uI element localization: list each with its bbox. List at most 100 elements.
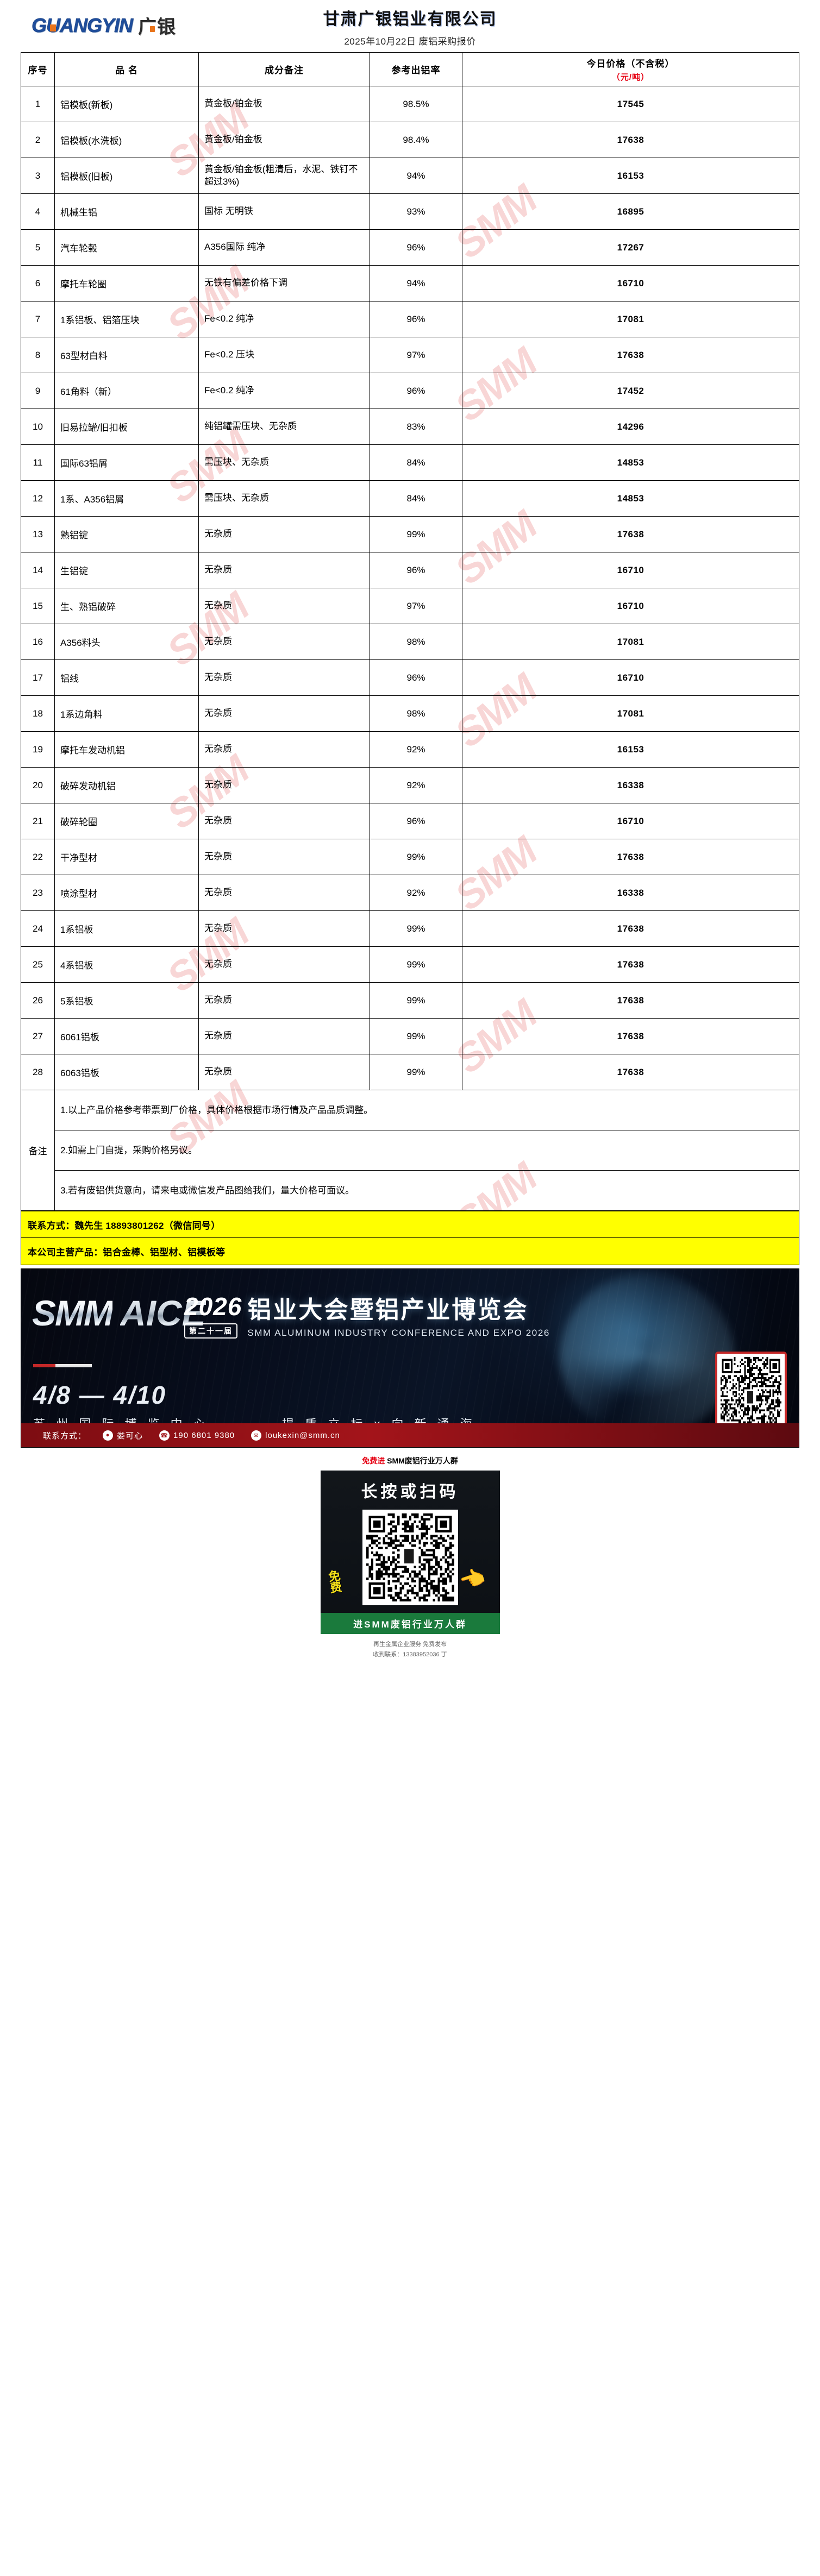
cell-note: 无杂质	[198, 1054, 370, 1090]
promo-card[interactable]: 长按或扫码 免 费 👈 进SMM废铝行业万人群	[320, 1471, 500, 1634]
cell-price: 17638	[462, 910, 799, 947]
cell-price: 16338	[462, 875, 799, 911]
cell-price: 17081	[462, 695, 799, 732]
table-row: 2 铝模板(水洗板) 黄金板/铂金板 98.4% 17638	[21, 122, 799, 158]
cell-name: 1系铝板	[54, 910, 199, 947]
remark-label: 备注	[21, 1090, 55, 1211]
person-icon: ●	[103, 1430, 114, 1441]
cell-name: 6061铝板	[54, 1018, 199, 1054]
cell-no: 20	[21, 767, 55, 803]
cell-name: 61角料（新）	[54, 373, 199, 409]
banner-en-title: SMM ALUMINUM INDUSTRY CONFERENCE AND EXP…	[247, 1328, 550, 1338]
banner-contact-bar: 联系方式： ● 娄可心 ☎ 190 6801 9380 ✉ loukexin@s…	[21, 1423, 799, 1447]
remark-row: 3.若有废铝供货意向，请来电或微信发产品图给我们，量大价格可面议。	[21, 1170, 799, 1211]
cell-note: A356国际 纯净	[198, 229, 370, 266]
promo-qr-code[interactable]	[362, 1510, 458, 1605]
banner-cn-title: 铝业大会暨铝产业博览会	[247, 1297, 529, 1323]
cell-name: 4系铝板	[54, 946, 199, 983]
cell-no: 9	[21, 373, 55, 409]
cell-price: 17638	[462, 122, 799, 158]
promo-title: 免费进 SMM废铝行业万人群	[0, 1455, 820, 1466]
price-table-remarks: 备注 1.以上产品价格参考带票到厂价格，具体价格根据市场行情及产品品质调整。 2.如…	[21, 1090, 799, 1211]
cell-note: 黄金板/铂金板(粗清后，水泥、铁钉不超过3%)	[198, 158, 370, 194]
remark-text: 1.以上产品价格参考带票到厂价格，具体价格根据市场行情及产品品质调整。	[54, 1090, 799, 1130]
table-row: 3 铝模板(旧板) 黄金板/铂金板(粗清后，水泥、铁钉不超过3%) 94% 16153	[21, 158, 799, 194]
cell-no: 14	[21, 552, 55, 588]
remark-text: 3.若有废铝供货意向，请来电或微信发产品图给我们，量大价格可面议。	[54, 1170, 799, 1211]
cell-rate: 96%	[370, 301, 462, 337]
company-title: 甘肃广银铝业有限公司	[323, 10, 497, 28]
cell-rate: 99%	[370, 1018, 462, 1054]
cell-no: 24	[21, 910, 55, 947]
cell-no: 2	[21, 122, 55, 158]
table-row: 13 熟铝锭 无杂质 99% 17638	[21, 516, 799, 552]
cell-no: 6	[21, 265, 55, 301]
cell-rate: 94%	[370, 158, 462, 194]
cell-name: 1系、A356铝屑	[54, 480, 199, 517]
mail-icon: ✉	[251, 1430, 262, 1441]
table-row: 26 5系铝板 无杂质 99% 17638	[21, 982, 799, 1019]
promo-footer-label: 进SMM废铝行业万人群	[320, 1613, 500, 1634]
quote-date: 2025年10月22日 废铝采购报价	[344, 36, 476, 47]
cell-note: Fe<0.2 纯净	[198, 301, 370, 337]
cell-name: 生铝锭	[54, 552, 199, 588]
cell-note: 无杂质	[198, 516, 370, 552]
cell-note: 黄金板/铂金板	[198, 122, 370, 158]
contact-bar-products: 本公司主营产品：铝合金棒、铝型材、铝模板等	[21, 1238, 799, 1265]
remark-row: 备注 1.以上产品价格参考带票到厂价格，具体价格根据市场行情及产品品质调整。	[21, 1090, 799, 1211]
cell-rate: 98.4%	[370, 122, 462, 158]
cell-note: 无杂质	[198, 946, 370, 983]
cell-price: 17638	[462, 946, 799, 983]
cell-name: 生、熟铝破碎	[54, 588, 199, 624]
cell-price: 16710	[462, 659, 799, 696]
banner-year-row: 2026 第二十一届 铝业大会暨铝产业博览会 SMM ALUMINUM INDU…	[184, 1294, 550, 1339]
banner-contact-phone-chip[interactable]: ☎ 190 6801 9380	[159, 1430, 235, 1441]
banner-aice-text: AICE	[120, 1293, 206, 1333]
pointing-hand-icon: 👈	[456, 1565, 489, 1595]
cell-note: 无杂质	[198, 982, 370, 1019]
price-table-head: 序号 品 名 成分备注 参考出铝率 今日价格（不含税） （元/吨）	[21, 52, 799, 86]
cell-no: 1	[21, 86, 55, 122]
col-header-name: 品 名	[54, 52, 199, 86]
cell-rate: 99%	[370, 910, 462, 947]
promo-title-red: 免费进	[362, 1456, 385, 1465]
table-row: 25 4系铝板 无杂质 99% 17638	[21, 946, 799, 983]
logo-latin-text: GUANGYIN	[32, 14, 134, 36]
cell-name: 1系边角料	[54, 695, 199, 732]
cell-rate: 92%	[370, 731, 462, 768]
cell-no: 5	[21, 229, 55, 266]
cell-price: 16153	[462, 731, 799, 768]
cell-name: 破碎发动机铝	[54, 767, 199, 803]
cell-price: 16153	[462, 158, 799, 194]
cell-note: 无杂质	[198, 731, 370, 768]
smm-aice-banner[interactable]: SMM AICE 2026 第二十一届 铝业大会暨铝产业博览会 SMM ALUM…	[21, 1268, 799, 1448]
table-row: 15 生、熟铝破碎 无杂质 97% 16710	[21, 588, 799, 624]
cell-rate: 96%	[370, 659, 462, 696]
cell-note: 无铁有偏差价格下调	[198, 265, 370, 301]
cell-no: 12	[21, 480, 55, 517]
cell-rate: 99%	[370, 516, 462, 552]
cell-no: 10	[21, 409, 55, 445]
cell-rate: 92%	[370, 767, 462, 803]
cell-no: 19	[21, 731, 55, 768]
cell-note: 无杂质	[198, 767, 370, 803]
cell-price: 16710	[462, 588, 799, 624]
contact-bar-phone: 联系方式：魏先生 18893801262（微信同号）	[21, 1211, 799, 1238]
cell-name: 铝模板(水洗板)	[54, 122, 199, 158]
promo-free-badge: 免 费	[327, 1569, 342, 1595]
cell-note: 无杂质	[198, 910, 370, 947]
table-row: 12 1系、A356铝屑 需压块、无杂质 84% 14853	[21, 480, 799, 517]
banner-dates: 4/8 — 4/10	[33, 1381, 167, 1409]
cell-note: 国标 无明铁	[198, 193, 370, 230]
banner-contact-phone: 190 6801 9380	[173, 1430, 235, 1440]
cell-rate: 98%	[370, 624, 462, 660]
cell-note: 无杂质	[198, 803, 370, 839]
table-row: 27 6061铝板 无杂质 99% 17638	[21, 1018, 799, 1054]
cell-name: 机械生铝	[54, 193, 199, 230]
cell-rate: 98%	[370, 695, 462, 732]
remark-text: 2.如需上门自提，采购价格另议。	[54, 1130, 799, 1171]
cell-price: 17267	[462, 229, 799, 266]
banner-divider-rule	[33, 1364, 92, 1367]
banner-contact-email-chip[interactable]: ✉ loukexin@smm.cn	[251, 1430, 340, 1441]
promo-heading: 长按或扫码	[361, 1483, 459, 1501]
